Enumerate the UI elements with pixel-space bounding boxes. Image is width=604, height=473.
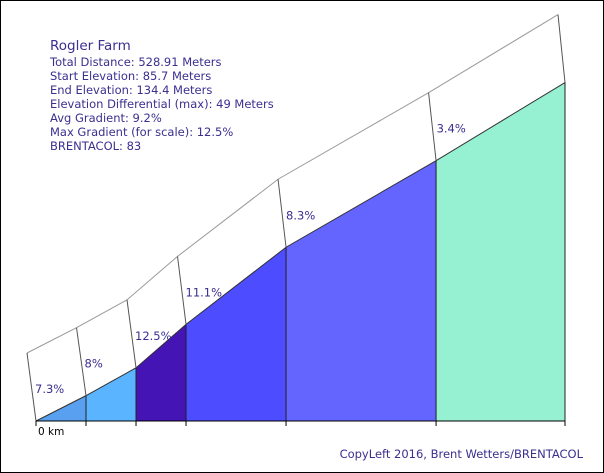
start-elevation: Start Elevation: 85.7 Meters xyxy=(50,69,212,83)
ribbon-edge xyxy=(76,327,87,396)
gradient-segment-fill xyxy=(136,324,187,421)
ribbon-edge xyxy=(557,14,566,83)
gradient-label: 7.3% xyxy=(35,382,64,396)
elevation-differential: Elevation Differential (max): 49 Meters xyxy=(50,97,274,111)
gradient-label: 12.5% xyxy=(135,329,172,343)
avg-gradient: Avg Gradient: 9.2% xyxy=(50,111,162,125)
ribbon-edge xyxy=(126,299,137,368)
ribbon-edge xyxy=(428,92,437,161)
gradient-label: 11.1% xyxy=(186,285,223,299)
x-axis-tick-label: 0 km xyxy=(38,426,64,438)
gradient-segment-fill xyxy=(436,82,565,421)
total-distance: Total Distance: 528.91 Meters xyxy=(50,55,222,69)
ribbon-edge xyxy=(26,352,37,422)
ribbon-edge xyxy=(277,179,287,248)
brentacol-score: BRENTACOL: 83 xyxy=(50,139,142,153)
gradient-segment-fill xyxy=(286,160,437,421)
gradient-label: 8% xyxy=(85,357,103,371)
gradient-segment-fill xyxy=(186,247,287,421)
credit-text: CopyLeft 2016, Brent Wetters/BRENTACOL xyxy=(339,447,583,461)
route-info: Rogler Farm Total Distance: 528.91 Meter… xyxy=(50,38,274,153)
max-gradient: Max Gradient (for scale): 12.5% xyxy=(50,125,234,139)
route-title: Rogler Farm xyxy=(50,38,131,54)
ribbon-edge xyxy=(177,256,187,325)
gradient-label: 3.4% xyxy=(437,122,466,136)
end-elevation: End Elevation: 134.4 Meters xyxy=(50,83,213,97)
gradient-segment-fill xyxy=(86,367,137,421)
gradient-label: 8.3% xyxy=(286,208,315,222)
